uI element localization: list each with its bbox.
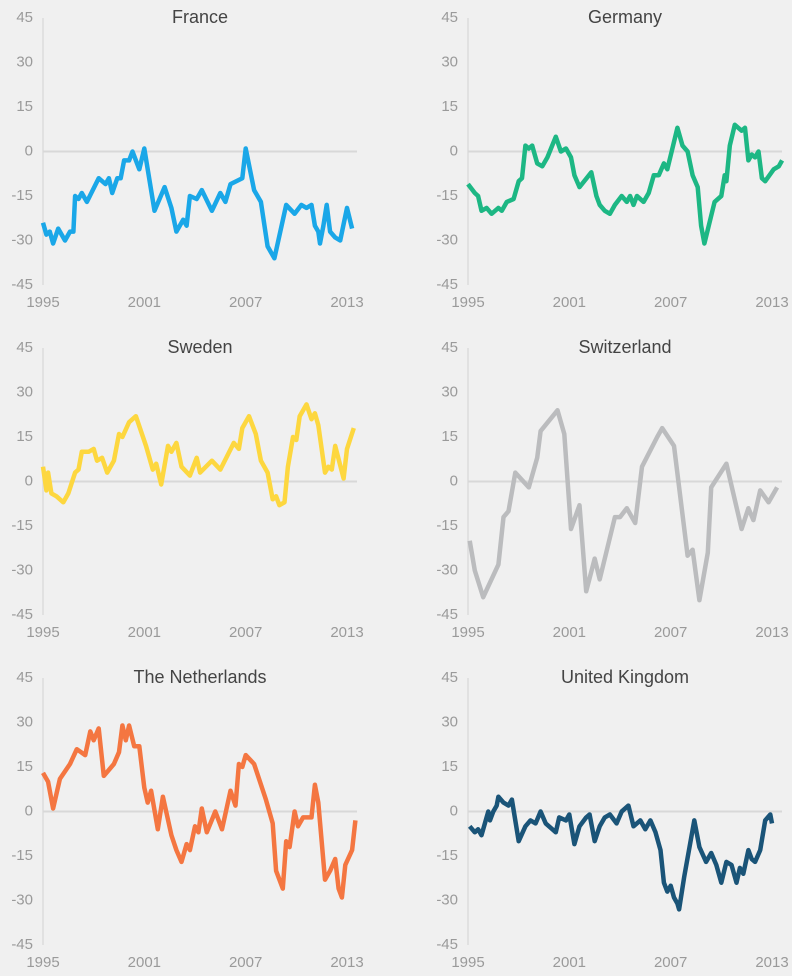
y-tick-label: 15 xyxy=(441,758,458,775)
x-tick-label: 2007 xyxy=(229,954,262,971)
y-tick-label: 0 xyxy=(450,472,458,489)
y-tick-label: -45 xyxy=(11,606,33,623)
y-tick-label: -15 xyxy=(11,517,33,534)
y-tick-label: 30 xyxy=(441,383,458,400)
x-tick-label: 1995 xyxy=(451,624,484,641)
y-tick-label: -30 xyxy=(11,891,33,908)
y-tick-label: -30 xyxy=(436,231,458,248)
data-line xyxy=(40,402,356,508)
x-tick-label: 2013 xyxy=(330,954,363,971)
panel-title: The Netherlands xyxy=(133,667,266,687)
y-tick-label: 45 xyxy=(441,9,458,26)
x-tick-label: 2001 xyxy=(553,954,586,971)
y-tick-label: 45 xyxy=(441,669,458,686)
y-tick-label: 15 xyxy=(16,428,33,445)
y-tick-label: 45 xyxy=(16,669,33,686)
x-tick-label: 2007 xyxy=(654,954,687,971)
y-tick-label: 0 xyxy=(25,802,33,819)
y-tick-label: -30 xyxy=(436,891,458,908)
y-tick-label: 45 xyxy=(16,339,33,356)
x-tick-label: 2001 xyxy=(128,954,161,971)
x-tick-label: 2001 xyxy=(128,624,161,641)
data-line xyxy=(467,794,775,912)
x-tick-label: 1995 xyxy=(451,294,484,311)
y-tick-label: 15 xyxy=(441,98,458,115)
y-tick-label: -30 xyxy=(11,561,33,578)
y-tick-label: 30 xyxy=(16,713,33,730)
y-tick-label: -45 xyxy=(436,276,458,293)
y-tick-label: 30 xyxy=(441,53,458,70)
y-tick-label: -15 xyxy=(436,187,458,204)
y-tick-label: 0 xyxy=(450,802,458,819)
x-tick-label: 2007 xyxy=(229,294,262,311)
x-tick-label: 2013 xyxy=(755,624,788,641)
y-tick-label: 30 xyxy=(16,53,33,70)
x-tick-label: 1995 xyxy=(26,624,59,641)
data-line xyxy=(40,146,355,261)
x-tick-label: 2013 xyxy=(755,954,788,971)
x-tick-label: 1995 xyxy=(26,294,59,311)
y-tick-label: -15 xyxy=(11,187,33,204)
x-tick-label: 2013 xyxy=(330,294,363,311)
y-tick-label: 0 xyxy=(25,472,33,489)
y-tick-label: 15 xyxy=(16,758,33,775)
x-tick-label: 2001 xyxy=(553,624,586,641)
panel-title: Switzerland xyxy=(578,337,671,357)
y-tick-label: 30 xyxy=(441,713,458,730)
x-tick-label: 2007 xyxy=(654,294,687,311)
x-tick-label: 2001 xyxy=(128,294,161,311)
y-tick-label: -30 xyxy=(11,231,33,248)
y-tick-label: -15 xyxy=(436,517,458,534)
panel-title: France xyxy=(172,7,228,27)
x-tick-label: 1995 xyxy=(451,954,484,971)
x-tick-label: 2013 xyxy=(755,294,788,311)
x-tick-label: 2007 xyxy=(229,624,262,641)
y-tick-label: -45 xyxy=(436,936,458,953)
y-tick-label: -15 xyxy=(11,847,33,864)
y-tick-label: -45 xyxy=(436,606,458,623)
x-tick-label: 2007 xyxy=(654,624,687,641)
data-line xyxy=(466,122,785,246)
y-tick-label: 15 xyxy=(441,428,458,445)
y-tick-label: -15 xyxy=(436,847,458,864)
y-tick-label: -45 xyxy=(11,276,33,293)
y-tick-label: 0 xyxy=(450,142,458,159)
panel-title: Sweden xyxy=(167,337,232,357)
x-tick-label: 1995 xyxy=(26,954,59,971)
x-tick-label: 2013 xyxy=(330,624,363,641)
panel-title: United Kingdom xyxy=(561,667,689,687)
data-line xyxy=(41,723,358,900)
y-tick-label: 45 xyxy=(16,9,33,26)
y-tick-label: 45 xyxy=(441,339,458,356)
y-tick-label: -30 xyxy=(436,561,458,578)
data-line xyxy=(467,408,780,603)
y-tick-label: 15 xyxy=(16,98,33,115)
x-tick-label: 2001 xyxy=(553,294,586,311)
panel-title: Germany xyxy=(588,7,662,27)
y-tick-label: 0 xyxy=(25,142,33,159)
y-tick-label: -45 xyxy=(11,936,33,953)
y-tick-label: 30 xyxy=(16,383,33,400)
